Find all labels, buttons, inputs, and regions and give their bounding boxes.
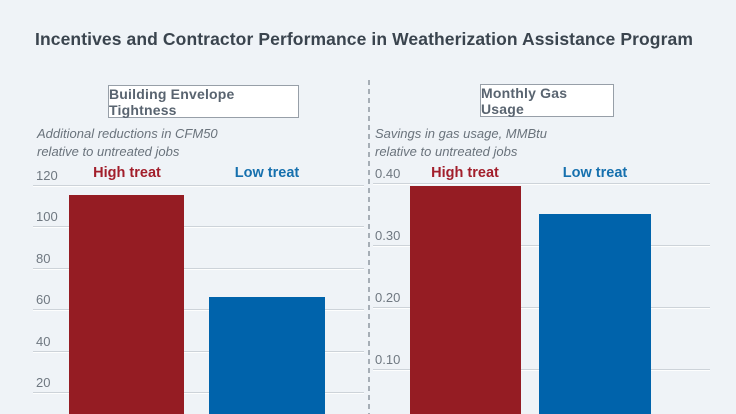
y-tick-label-120: 120 (36, 168, 58, 183)
axis-description-line2: relative to untreated jobs (37, 144, 180, 159)
figure-title: Incentives and Contractor Performance in… (35, 29, 694, 49)
category-label-low-treat: Low treat (562, 165, 628, 181)
gridline-100 (33, 226, 364, 227)
y-tick-label-0.40: 0.40 (375, 166, 401, 181)
axis-description-line2: relative to untreated jobs (375, 144, 518, 159)
panel-header-label: Monthly Gas Usage (481, 84, 568, 117)
bar-high-treat (410, 186, 521, 414)
gridline-0.40 (373, 183, 710, 184)
y-tick-label-40: 40 (36, 334, 51, 349)
gridline-20 (33, 392, 364, 393)
gridline-80 (33, 268, 364, 269)
y-tick-label-60: 60 (36, 292, 51, 307)
axis-description: Savings in gas usage, MMBtu relative to … (375, 125, 547, 161)
y-tick-label-0.10: 0.10 (375, 352, 401, 367)
axis-description-line1: Additional reductions in CFM50 (37, 126, 218, 141)
y-tick-label-20: 20 (36, 375, 51, 390)
gridline-60 (33, 309, 364, 310)
panel-header-box: Monthly Gas Usage (480, 84, 614, 117)
axis-description: Additional reductions in CFM50 relative … (37, 125, 218, 161)
y-tick-label-0.20: 0.20 (375, 290, 401, 305)
panel-divider-dashed-line (368, 80, 370, 414)
bar-low-treat (209, 297, 325, 414)
category-label-high-treat: High treat (93, 165, 161, 181)
panel-header-label: Building Envelope Tightness (109, 85, 235, 118)
category-label-low-treat: Low treat (234, 165, 300, 181)
category-label-high-treat: High treat (431, 165, 499, 181)
y-tick-label-100: 100 (36, 209, 58, 224)
panel-header-box: Building Envelope Tightness (108, 85, 299, 118)
gridline-120 (33, 185, 364, 186)
bar-high-treat (69, 195, 184, 414)
axis-description-line1: Savings in gas usage, MMBtu (375, 126, 547, 141)
bar-low-treat (539, 214, 651, 414)
gridline-40 (33, 351, 364, 352)
y-tick-label-0.30: 0.30 (375, 228, 401, 243)
y-tick-label-80: 80 (36, 251, 51, 266)
